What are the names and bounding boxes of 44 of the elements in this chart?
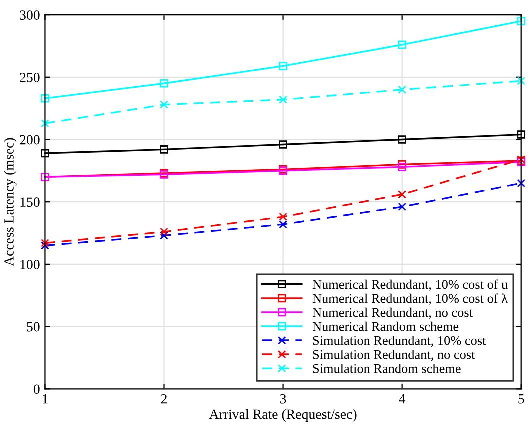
x-tick-label: 5 xyxy=(518,394,524,404)
y-axis-title: Access Latency (msec) xyxy=(4,138,17,266)
y-tick-label: 0 xyxy=(34,384,40,394)
point xyxy=(398,136,406,144)
point xyxy=(398,40,406,50)
point xyxy=(279,96,288,104)
point xyxy=(398,190,406,199)
legend-label: Numerical Redundant, 10% cost of u xyxy=(312,280,508,292)
y-tick-label: 300 xyxy=(20,10,40,20)
point xyxy=(279,140,288,149)
point xyxy=(398,86,406,94)
point xyxy=(41,119,50,128)
x-tick-label: 3 xyxy=(280,394,286,404)
legend-label: Numerical Redundant, 10% cost of λ xyxy=(312,294,508,306)
y-tick-label: 50 xyxy=(27,322,40,332)
y-tick-label: 150 xyxy=(20,198,40,208)
point xyxy=(160,79,168,88)
x-tick-label: 4 xyxy=(399,394,406,404)
point xyxy=(41,94,50,103)
point xyxy=(41,149,50,158)
point xyxy=(279,212,288,222)
point xyxy=(160,232,168,240)
point xyxy=(398,163,406,172)
point xyxy=(160,146,168,154)
point xyxy=(160,100,168,109)
y-tick-label: 200 xyxy=(20,135,40,145)
legend-label: Numerical Redundant, no cost xyxy=(312,308,473,320)
point xyxy=(279,220,288,229)
legend-label: Simulation Redundant, 10% cost xyxy=(313,336,486,348)
legend-label: Simulation Redundant, no cost xyxy=(313,350,476,362)
point xyxy=(398,202,406,212)
y-tick-label: 100 xyxy=(20,260,40,270)
point xyxy=(160,228,168,236)
point xyxy=(41,239,50,248)
x-tick-label: 1 xyxy=(42,394,48,404)
point xyxy=(517,179,526,188)
x-axis-title: Arrival Rate (Request/sec) xyxy=(209,409,357,422)
x-tick-label: 2 xyxy=(161,394,167,404)
point xyxy=(517,130,526,139)
point xyxy=(517,76,526,86)
point xyxy=(279,62,288,70)
legend-label: Simulation Random scheme xyxy=(313,364,461,374)
y-tick-label: 250 xyxy=(20,72,40,82)
legend-label: Numerical Random scheme xyxy=(312,322,459,332)
